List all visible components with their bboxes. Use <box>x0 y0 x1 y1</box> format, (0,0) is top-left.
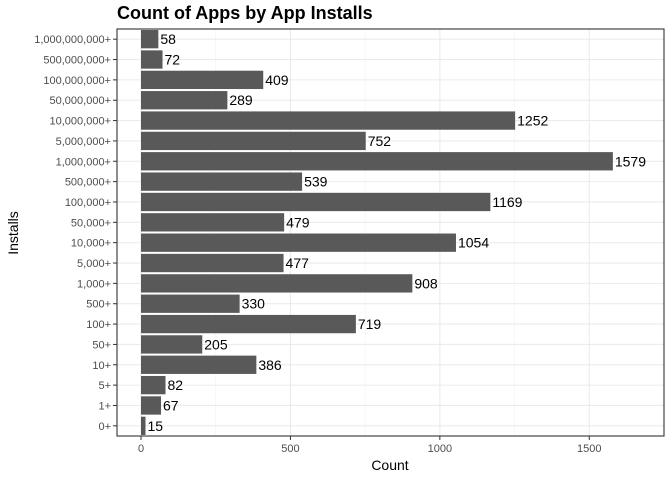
y-tick-label: 100,000+ <box>65 197 111 209</box>
data-label: 752 <box>368 133 392 149</box>
data-label: 908 <box>414 275 438 291</box>
y-tick-label: 500,000,000+ <box>43 55 111 67</box>
y-tick-label: 1,000+ <box>77 278 111 290</box>
y-tick-label: 500+ <box>86 299 111 311</box>
bar-500,000,000+ <box>141 50 163 69</box>
bar-1,000,000,000+ <box>141 30 159 49</box>
y-tick-label: 10+ <box>92 360 111 372</box>
bar-0+ <box>141 416 146 435</box>
y-axis: 0+ 1+ 5+ 10+ 50+ 100+ 500+ 1,000+ 5,000+ 10,000+ 5… <box>34 34 117 433</box>
x-tick-label: 1500 <box>577 443 601 455</box>
x-axis: 0 500 1000 1500 <box>138 436 602 455</box>
data-label: 205 <box>204 336 228 352</box>
panel-border <box>116 28 665 437</box>
bar-1,000+ <box>141 274 413 293</box>
y-tick-label: 0+ <box>98 421 111 433</box>
bar-50+ <box>141 335 203 354</box>
data-label: 1169 <box>492 194 522 210</box>
data-label: 409 <box>265 72 289 88</box>
bar-500,000+ <box>141 172 303 191</box>
bar-10,000,000+ <box>141 111 516 130</box>
bar-100+ <box>141 314 356 334</box>
data-label: 15 <box>147 418 163 434</box>
x-tick-label: 1000 <box>428 443 452 455</box>
y-tick-label: 50+ <box>92 339 111 351</box>
bar-10,000+ <box>141 233 456 252</box>
y-tick-label: 100,000,000+ <box>43 75 111 87</box>
y-tick-label: 10,000+ <box>71 238 111 250</box>
bar-500+ <box>141 294 240 313</box>
y-tick-label: 5,000+ <box>77 258 111 270</box>
bar-5,000+ <box>141 253 284 273</box>
bar-1+ <box>141 396 162 415</box>
y-axis-title: Installs <box>5 211 21 255</box>
y-tick-label: 10,000,000+ <box>50 116 111 128</box>
data-label: 539 <box>304 174 328 190</box>
data-label: 719 <box>358 316 382 332</box>
bar-100,000+ <box>141 192 491 212</box>
x-axis-title: Count <box>371 457 408 473</box>
y-tick-label: 1+ <box>98 400 111 412</box>
data-label: 386 <box>258 357 282 373</box>
data-label: 67 <box>163 397 179 413</box>
x-tick-label: 0 <box>138 443 144 455</box>
y-tick-label: 50,000,000+ <box>50 95 111 107</box>
data-label: 1252 <box>517 113 548 129</box>
data-label: 1054 <box>458 235 489 251</box>
y-tick-label: 100+ <box>86 319 111 331</box>
data-label: 477 <box>286 255 310 271</box>
y-tick-label: 50,000+ <box>71 217 111 229</box>
bar-5,000,000+ <box>141 131 366 151</box>
data-label: 72 <box>165 52 181 68</box>
data-label: 1579 <box>615 153 646 169</box>
data-label: 479 <box>286 214 310 230</box>
bar-10+ <box>141 355 257 374</box>
bar-50,000,000+ <box>141 91 228 110</box>
bar-100,000,000+ <box>141 70 264 90</box>
y-tick-label: 5,000,000+ <box>56 136 111 148</box>
data-label: 289 <box>229 92 253 108</box>
bars <box>141 30 613 435</box>
data-label: 330 <box>242 296 266 312</box>
data-label: 58 <box>160 31 176 47</box>
x-tick-label: 500 <box>281 443 299 455</box>
bar-5+ <box>141 375 166 395</box>
y-tick-label: 5+ <box>98 380 111 392</box>
y-tick-label: 500,000+ <box>65 177 111 189</box>
chart-title: Count of Apps by App Installs <box>117 3 373 23</box>
bar-50,000+ <box>141 213 285 232</box>
y-tick-label: 1,000,000+ <box>56 156 111 168</box>
data-label: 82 <box>168 377 184 393</box>
bar-1,000,000+ <box>141 152 613 171</box>
y-tick-label: 1,000,000,000+ <box>34 34 111 46</box>
